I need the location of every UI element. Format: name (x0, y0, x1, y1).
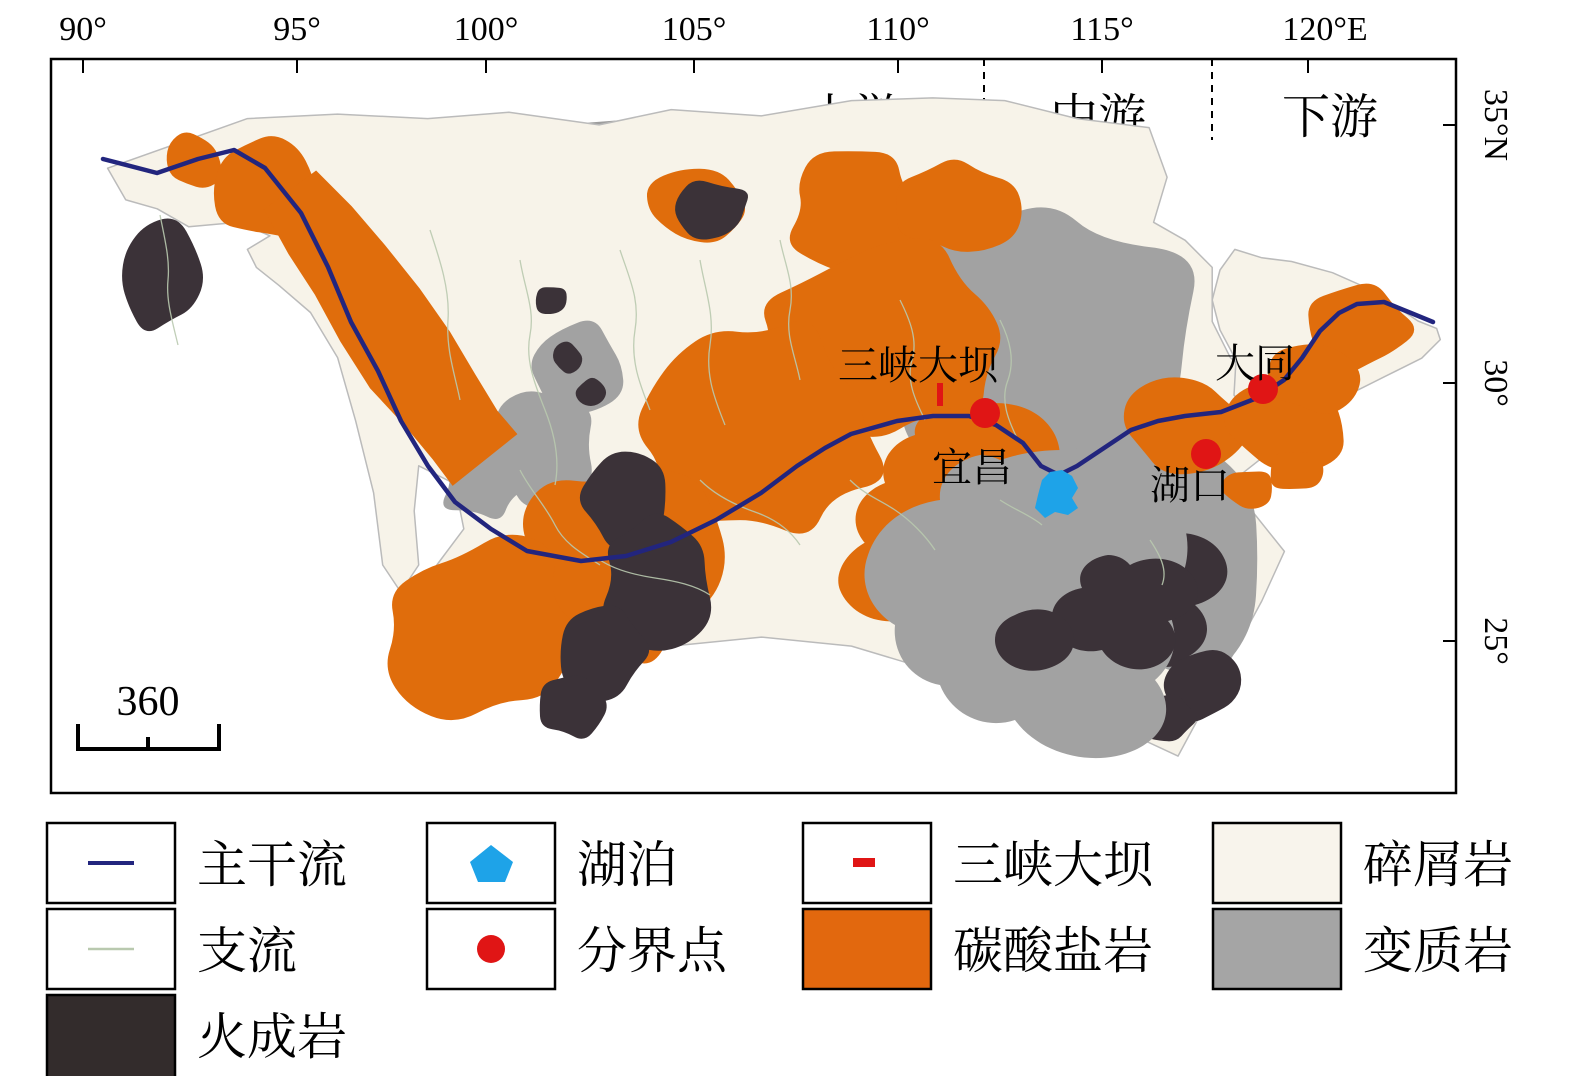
svg-text:115°: 115° (1070, 11, 1133, 48)
svg-text:100°: 100° (454, 11, 519, 48)
svg-text:碎屑岩: 碎屑岩 (1363, 825, 1513, 897)
svg-text:120°E: 120°E (1282, 11, 1367, 48)
svg-text:三峡大坝: 三峡大坝 (953, 825, 1154, 897)
svg-text:支流: 支流 (197, 911, 297, 983)
svg-text:变质岩: 变质岩 (1363, 911, 1513, 983)
svg-text:下游: 下游 (1282, 78, 1378, 147)
svg-text:三峡大坝: 三峡大坝 (838, 334, 999, 391)
svg-text:碳酸盐岩: 碳酸盐岩 (953, 911, 1153, 983)
svg-text:主干流: 主干流 (197, 825, 347, 897)
svg-text:宜昌: 宜昌 (932, 436, 1012, 493)
svg-text:分界点: 分界点 (577, 911, 728, 983)
svg-text:360: 360 (117, 679, 180, 725)
svg-text:35°N: 35°N (1477, 89, 1514, 161)
svg-text:湖泊: 湖泊 (577, 825, 677, 897)
svg-text:30°: 30° (1477, 359, 1514, 407)
svg-text:湖口: 湖口 (1150, 454, 1230, 511)
svg-text:90°: 90° (59, 11, 107, 48)
svg-text:火成岩: 火成岩 (197, 997, 347, 1069)
svg-text:25°: 25° (1477, 617, 1514, 665)
svg-text:大同: 大同 (1215, 332, 1295, 389)
svg-text:105°: 105° (662, 11, 727, 48)
svg-text:110°: 110° (866, 11, 929, 48)
svg-text:95°: 95° (273, 11, 321, 48)
